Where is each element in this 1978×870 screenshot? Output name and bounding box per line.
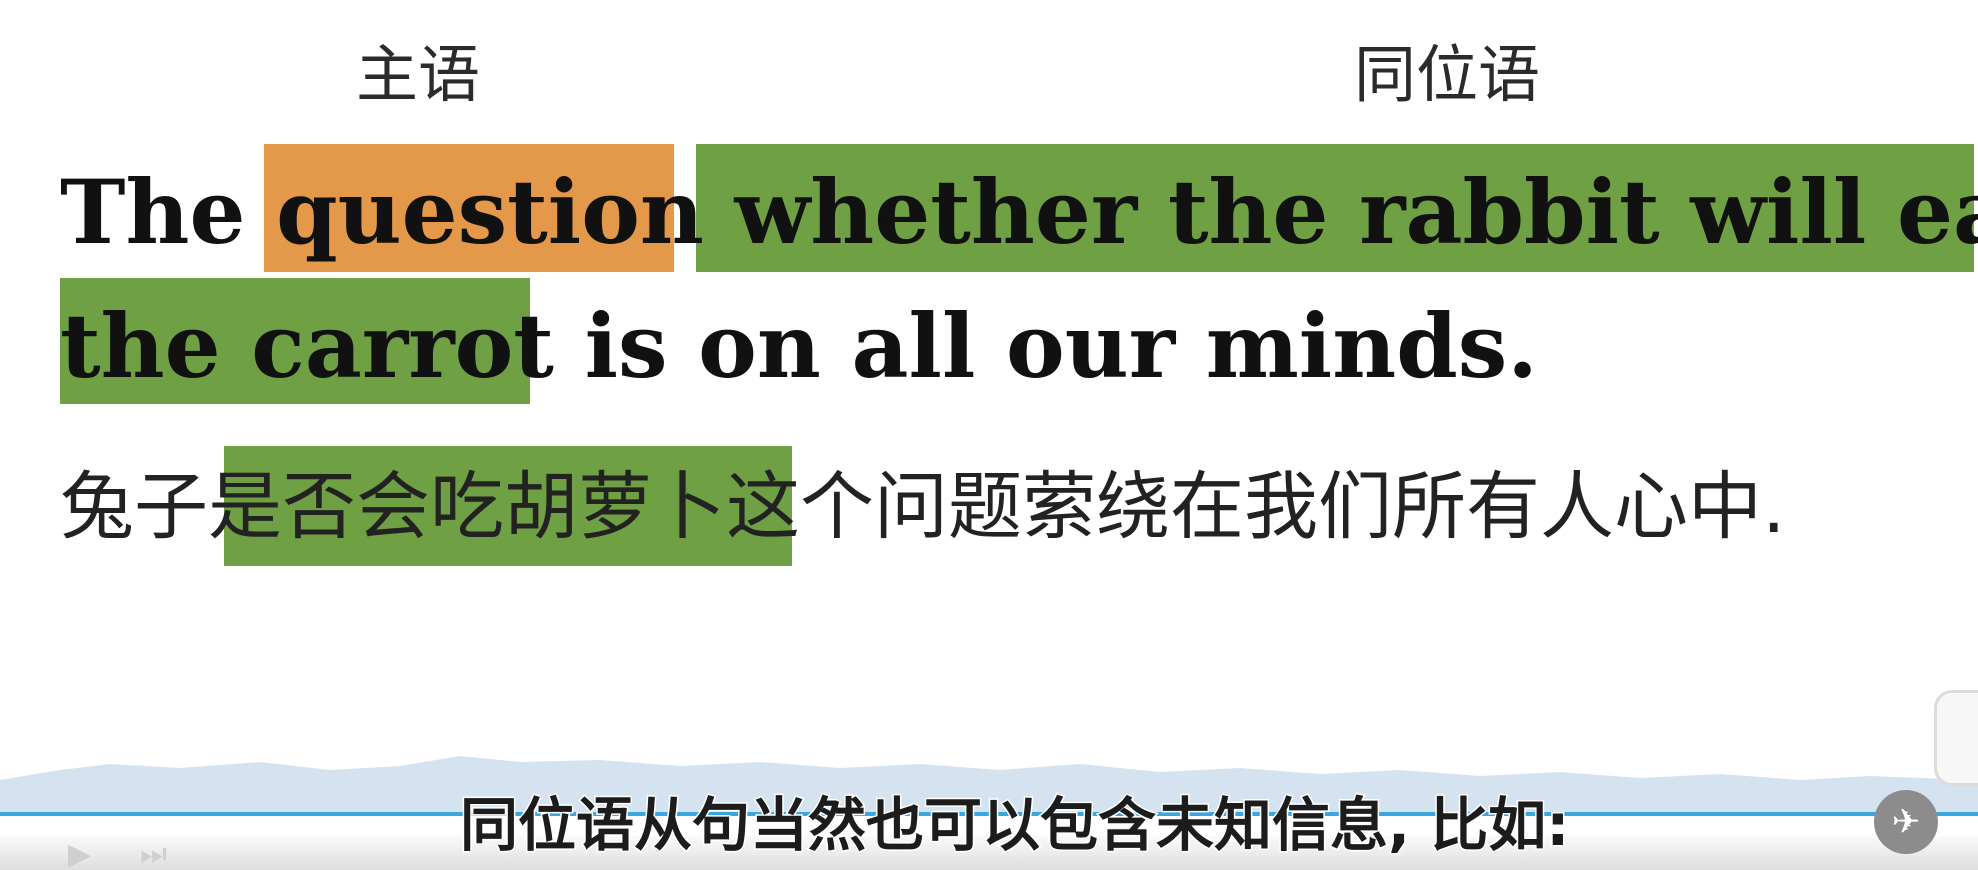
predicate: is on all our minds. [553,294,1538,398]
chinese-rest: 这个问题萦绕在我们所有人心中. [726,464,1786,550]
word-the: The [60,160,277,264]
appositive-highlight-line2 [60,278,530,404]
channel-logo-icon: ✈ [1874,790,1938,854]
play-icon[interactable]: ▶ [68,837,92,870]
side-panel-button[interactable] [1934,690,1978,786]
subject-highlight [264,144,674,272]
word-question: question [276,160,704,264]
english-sentence-line2: the carrot is on all our minds. [60,302,1538,390]
chinese-highlighted: 是否会吃胡萝卜 [208,464,726,550]
appositive-clause-part1: whether the rabbit will eat [703,160,1978,264]
subject-label: 主语 [356,38,481,111]
english-sentence-line1: The question whether the rabbit will eat [60,168,1978,256]
next-icon[interactable]: ⏭ [140,837,167,870]
appositive-clause-part2: the carrot [60,294,554,398]
progress-bar[interactable] [0,812,1978,816]
player-controls [0,836,1978,870]
audio-waveform [0,756,1978,812]
appositive-highlight-line1 [696,144,1974,272]
video-subtitle: 同位语从句当然也可以包含未知信息, 比如: [458,791,1570,859]
chinese-start: 兔子 [60,464,208,550]
chinese-translation: 兔子是否会吃胡萝卜这个问题萦绕在我们所有人心中. [60,470,1786,544]
appositive-label: 同位语 [1354,38,1541,111]
chinese-highlight [224,446,792,566]
